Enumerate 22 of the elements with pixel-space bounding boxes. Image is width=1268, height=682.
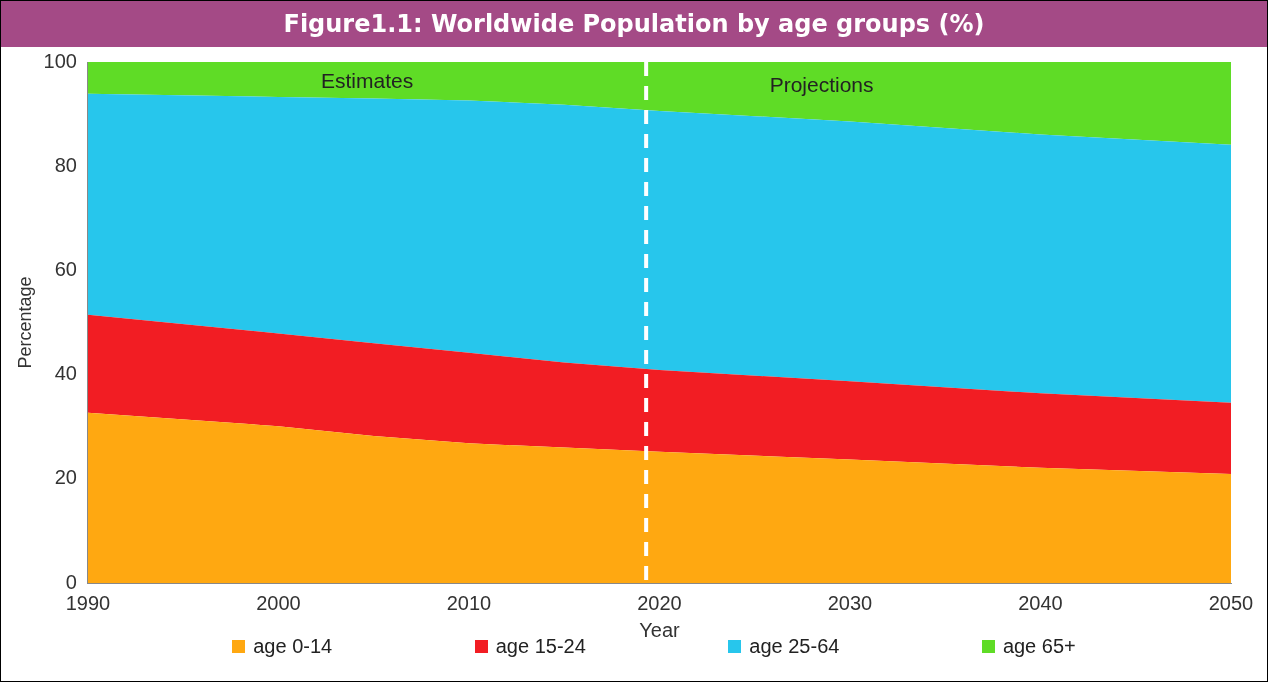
x-axis-title: Year [639,618,681,641]
y-tick-label: 40 [54,362,77,385]
y-tick-label: 0 [65,570,77,593]
x-tick-label: 2000 [256,591,301,614]
y-axis-title: Percentage [14,276,35,369]
legend-label: age 65+ [1001,635,1076,658]
chart-title: Figure1.1: Worldwide Population by age groups (%) [1,1,1267,47]
x-tick-label: 2040 [1018,591,1063,614]
y-tick-label: 20 [54,466,77,489]
y-tick-label: 100 [43,49,77,72]
legend-label: age 25-64 [748,635,840,658]
legend-label: age 15-24 [494,635,586,658]
x-tick-label: 2030 [827,591,873,614]
annotation: Projections [769,72,874,96]
legend-label: age 0-14 [252,635,333,658]
x-tick-label: 2010 [446,591,492,614]
y-tick-label: 80 [54,153,77,176]
y-tick-label: 60 [54,257,77,280]
x-tick-label: 1990 [65,591,111,614]
x-tick-label: 2050 [1208,591,1254,614]
annotation: Estimates [320,68,414,92]
x-tick-label: 2020 [637,591,682,614]
